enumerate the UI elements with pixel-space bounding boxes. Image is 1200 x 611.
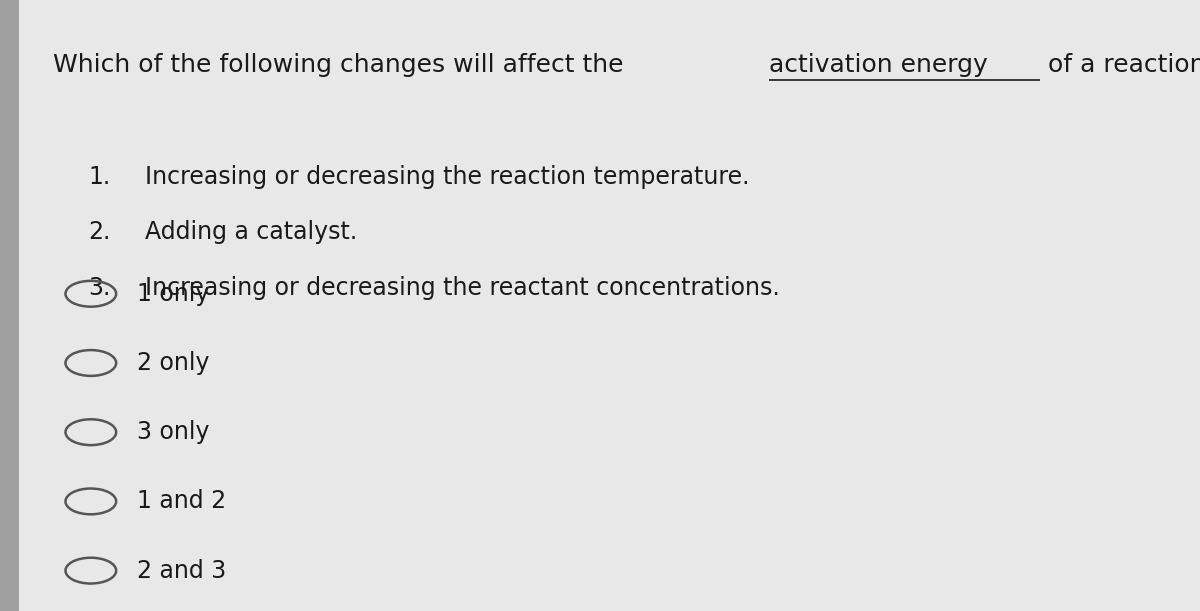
Text: Adding a catalyst.: Adding a catalyst. [145,221,358,244]
Text: Increasing or decreasing the reaction temperature.: Increasing or decreasing the reaction te… [145,165,750,189]
Text: activation energy: activation energy [769,53,988,77]
Text: of a reaction?: of a reaction? [1040,53,1200,77]
Text: Increasing or decreasing the reactant concentrations.: Increasing or decreasing the reactant co… [145,276,780,300]
Text: 1.: 1. [88,165,110,189]
Text: 1 and 2: 1 and 2 [137,489,226,513]
Text: 2 only: 2 only [137,351,209,375]
Text: 3 only: 3 only [137,420,209,444]
Text: 1 only: 1 only [137,282,209,306]
Text: 3.: 3. [88,276,110,300]
Text: 2.: 2. [88,221,110,244]
Text: Which of the following changes will affect the: Which of the following changes will affe… [53,53,631,77]
Text: 2 and 3: 2 and 3 [137,558,226,583]
